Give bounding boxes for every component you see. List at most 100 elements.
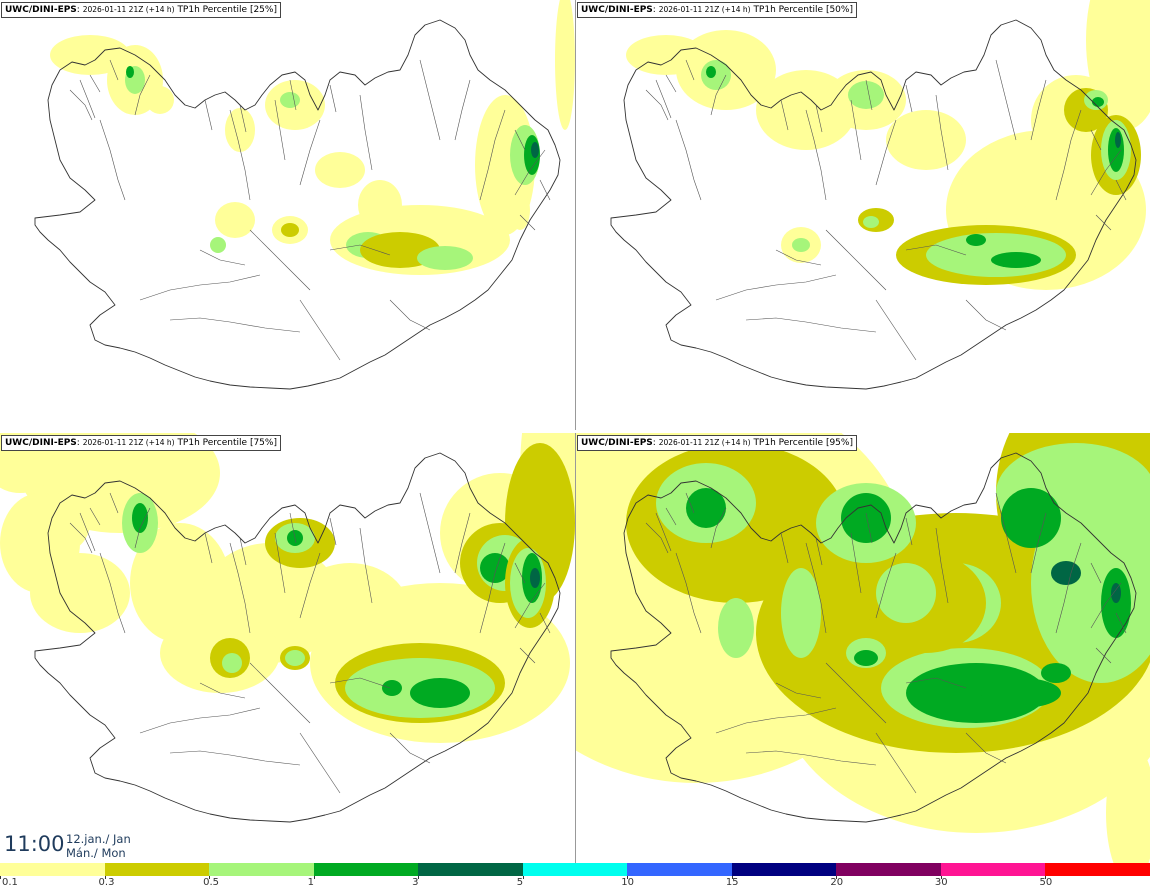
road-line [1055, 542, 1082, 634]
coastline [34, 452, 561, 823]
precip-area [876, 563, 936, 623]
legend-swatch [104, 863, 210, 876]
road-line [850, 99, 862, 161]
legend-tick [104, 876, 106, 879]
road-line [134, 74, 151, 116]
road-line [965, 299, 1007, 331]
road-line [289, 79, 297, 111]
road-line [519, 647, 536, 664]
road-line [665, 74, 677, 93]
road-line [69, 522, 93, 554]
road-line [139, 274, 261, 301]
precip-fields [50, 0, 575, 275]
precip-area [848, 81, 884, 109]
road-line [229, 109, 251, 201]
panel-title: UWC/DINI-EPS: 2026-01-11 21Z (+14 h) TP1… [1, 435, 281, 451]
road-line [710, 74, 727, 116]
road-line [109, 59, 119, 81]
road-line [204, 532, 213, 564]
precip-area [225, 108, 255, 152]
road-line [805, 542, 827, 634]
legend-tick [522, 876, 524, 879]
precip-area [1106, 743, 1150, 863]
road-line [875, 732, 917, 794]
legend-swatch [731, 863, 837, 876]
road-line [875, 552, 897, 619]
precip-area [1111, 583, 1121, 603]
legend-tick [418, 876, 420, 879]
road-line [995, 59, 1017, 141]
road-line [249, 229, 311, 291]
legend-tick-label: 0.3 [98, 877, 115, 888]
panel-run: 2026-01-11 21Z (+14 h) [82, 5, 175, 14]
map-panel-p75: UWC/DINI-EPS: 2026-01-11 21Z (+14 h) TP1… [0, 433, 575, 863]
road-line [875, 299, 917, 361]
road-line [299, 732, 341, 794]
map-panel-p25: UWC/DINI-EPS: 2026-01-11 21Z (+14 h) TP1… [0, 0, 575, 430]
precip-area [30, 493, 90, 553]
road-line [1030, 79, 1047, 141]
road-line [775, 249, 822, 266]
road-line [329, 517, 337, 546]
road-line [655, 79, 672, 119]
road-line [239, 104, 247, 133]
road-line [710, 507, 727, 549]
road-line [539, 612, 551, 634]
road-line [169, 317, 301, 333]
precip-area [1001, 488, 1061, 548]
road-line [805, 109, 827, 201]
panel-run: 2026-01-11 21Z (+14 h) [82, 438, 175, 447]
legend-swatch [209, 863, 315, 876]
road-line [99, 552, 126, 634]
road-line [79, 512, 96, 552]
precip-area [222, 653, 242, 673]
road-line [685, 59, 695, 81]
road-line [69, 89, 93, 121]
precip-area [510, 190, 530, 230]
precip-area [686, 488, 726, 528]
road-line [134, 507, 151, 549]
precip-map [34, 0, 575, 390]
panel-run: 2026-01-11 21Z (+14 h) [658, 438, 751, 447]
legend-swatch [836, 863, 942, 876]
precip-area [981, 678, 1061, 708]
road-line [1115, 179, 1127, 201]
precip-area [30, 553, 130, 633]
panel-title: UWC/DINI-EPS: 2026-01-11 21Z (+14 h) TP1… [577, 2, 857, 18]
precip-area [126, 66, 134, 78]
road-line [1090, 129, 1102, 151]
road-line [479, 542, 506, 634]
valid-date-line2: Mán./ Mon [66, 846, 126, 860]
road-line [850, 532, 862, 594]
precip-area [215, 202, 255, 238]
road-line [1095, 647, 1112, 664]
road-line [454, 512, 471, 574]
precip-area [281, 223, 299, 237]
legend-tick [627, 876, 629, 879]
panel-product: TP1h Percentile [177, 438, 248, 448]
legend-tick-label: 0.1 [2, 877, 18, 888]
valid-time-clock: 11:00 [4, 832, 65, 856]
panel-product: TP1h Percentile [753, 438, 824, 448]
road-line [655, 512, 672, 552]
road-line [865, 79, 873, 111]
road-line [359, 94, 373, 171]
precip-area [555, 0, 575, 130]
legend-tick [836, 876, 838, 879]
road-line [965, 732, 1007, 764]
valid-date-line1: 12.jan./ Jan [66, 832, 131, 846]
precip-area [210, 237, 226, 253]
road-line [1030, 512, 1047, 574]
legend-tick-label: 50 [1039, 877, 1053, 888]
precip-area [382, 680, 402, 696]
legend-tick-label: 3 [412, 877, 419, 888]
legend-swatch [940, 863, 1046, 876]
panel-percentile: [95%] [825, 438, 853, 448]
panel-product: TP1h Percentile [177, 5, 248, 15]
panel-run: 2026-01-11 21Z (+14 h) [658, 5, 751, 14]
legend-color-bar [0, 863, 1150, 876]
legend-swatch [313, 863, 419, 876]
road-line [905, 517, 913, 546]
precip-area [531, 142, 539, 158]
road-line [865, 512, 873, 544]
